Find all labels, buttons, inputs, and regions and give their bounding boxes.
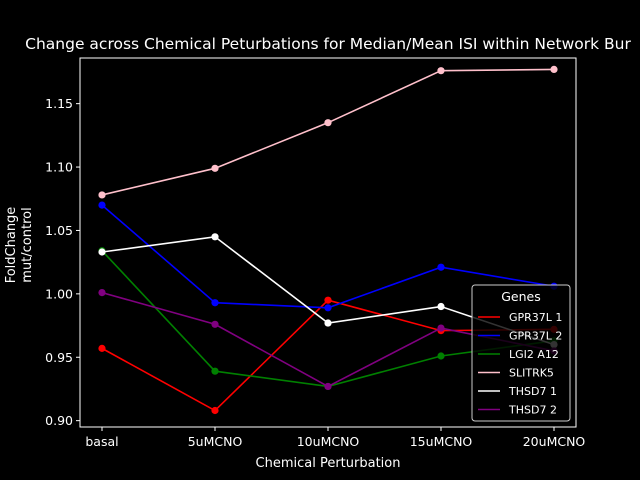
x-tick-label: basal bbox=[85, 434, 118, 449]
legend-box bbox=[471, 284, 571, 422]
x-axis-label: Chemical Perturbation bbox=[256, 456, 401, 471]
data-point bbox=[324, 296, 332, 304]
y-axis-label-line-1: FoldChange bbox=[4, 207, 19, 284]
legend-item: SLITRK5 bbox=[478, 367, 554, 380]
data-point bbox=[211, 299, 219, 307]
legend-item: THSD7 2 bbox=[478, 404, 557, 417]
series-line bbox=[101, 68, 555, 196]
legend-label: GPR37L 2 bbox=[509, 330, 562, 343]
legend-items: GPR37L 1 GPR37L 2 LGI2 A12 SLITRK5 THSD7 1 TH… bbox=[478, 311, 562, 417]
data-point bbox=[437, 263, 445, 271]
data-point bbox=[437, 352, 445, 360]
data-point bbox=[211, 320, 219, 328]
legend-label: LGI2 A12 bbox=[509, 348, 559, 361]
chart-title: Change across Chemical Peturbations for … bbox=[25, 35, 631, 53]
plot-area: basal 5uMCNO 10uMCNO 15uMCNO 20uMCNO 0.900.9… bbox=[45, 57, 585, 449]
data-point bbox=[324, 304, 332, 312]
legend-title: Genes bbox=[501, 289, 541, 304]
legend-item: GPR37L 1 bbox=[478, 311, 562, 324]
x-axis-ticks: basal 5uMCNO 10uMCNO 15uMCNO 20uMCNO bbox=[85, 427, 585, 449]
y-tick-label: 1.10 bbox=[45, 160, 73, 175]
legend-item: LGI2 A12 bbox=[478, 348, 559, 361]
y-tick-label: 0.95 bbox=[45, 350, 73, 365]
data-point bbox=[550, 65, 558, 74]
data-point bbox=[98, 288, 106, 297]
data-point bbox=[437, 324, 445, 332]
data-point bbox=[211, 233, 219, 241]
data-point bbox=[437, 302, 445, 311]
data-point bbox=[98, 201, 106, 209]
legend-label: SLITRK5 bbox=[509, 367, 554, 380]
legend-item: THSD7 1 bbox=[478, 385, 557, 398]
y-axis-label: FoldChange mut/control bbox=[4, 207, 35, 284]
data-point bbox=[324, 319, 332, 327]
data-point bbox=[324, 382, 332, 391]
y-tick-label: 0.90 bbox=[45, 413, 73, 428]
y-tick-label: 1.00 bbox=[45, 286, 73, 301]
data-point bbox=[211, 367, 219, 375]
y-tick-label: 1.15 bbox=[45, 96, 73, 111]
legend: Genes GPR37L 1 GPR37L 2 LGI2 A12 SLITRK5 THS… bbox=[471, 284, 571, 422]
series-3 bbox=[98, 65, 558, 199]
y-tick-label: 1.05 bbox=[45, 223, 73, 238]
y-axis-label-line-2: mut/control bbox=[20, 207, 35, 282]
x-tick-label: 10uMCNO bbox=[297, 434, 360, 449]
data-point bbox=[437, 67, 445, 75]
data-point bbox=[98, 344, 106, 352]
legend-label: THSD7 1 bbox=[508, 385, 557, 398]
y-axis-ticks: 0.90 0.95 1.00 1.05 1.10 1.15 bbox=[45, 96, 80, 428]
series-1 bbox=[98, 201, 558, 312]
data-point bbox=[98, 248, 106, 256]
x-tick-label: 5uMCNO bbox=[188, 434, 243, 449]
x-tick-label: 20uMCNO bbox=[523, 434, 586, 449]
legend-label: THSD7 2 bbox=[508, 404, 557, 417]
data-point bbox=[98, 191, 106, 199]
data-point bbox=[211, 164, 219, 172]
legend-label: GPR37L 1 bbox=[509, 311, 562, 324]
x-tick-label: 15uMCNO bbox=[410, 434, 473, 449]
data-point bbox=[324, 119, 332, 127]
data-point bbox=[211, 406, 219, 415]
legend-item: GPR37L 2 bbox=[478, 330, 562, 343]
